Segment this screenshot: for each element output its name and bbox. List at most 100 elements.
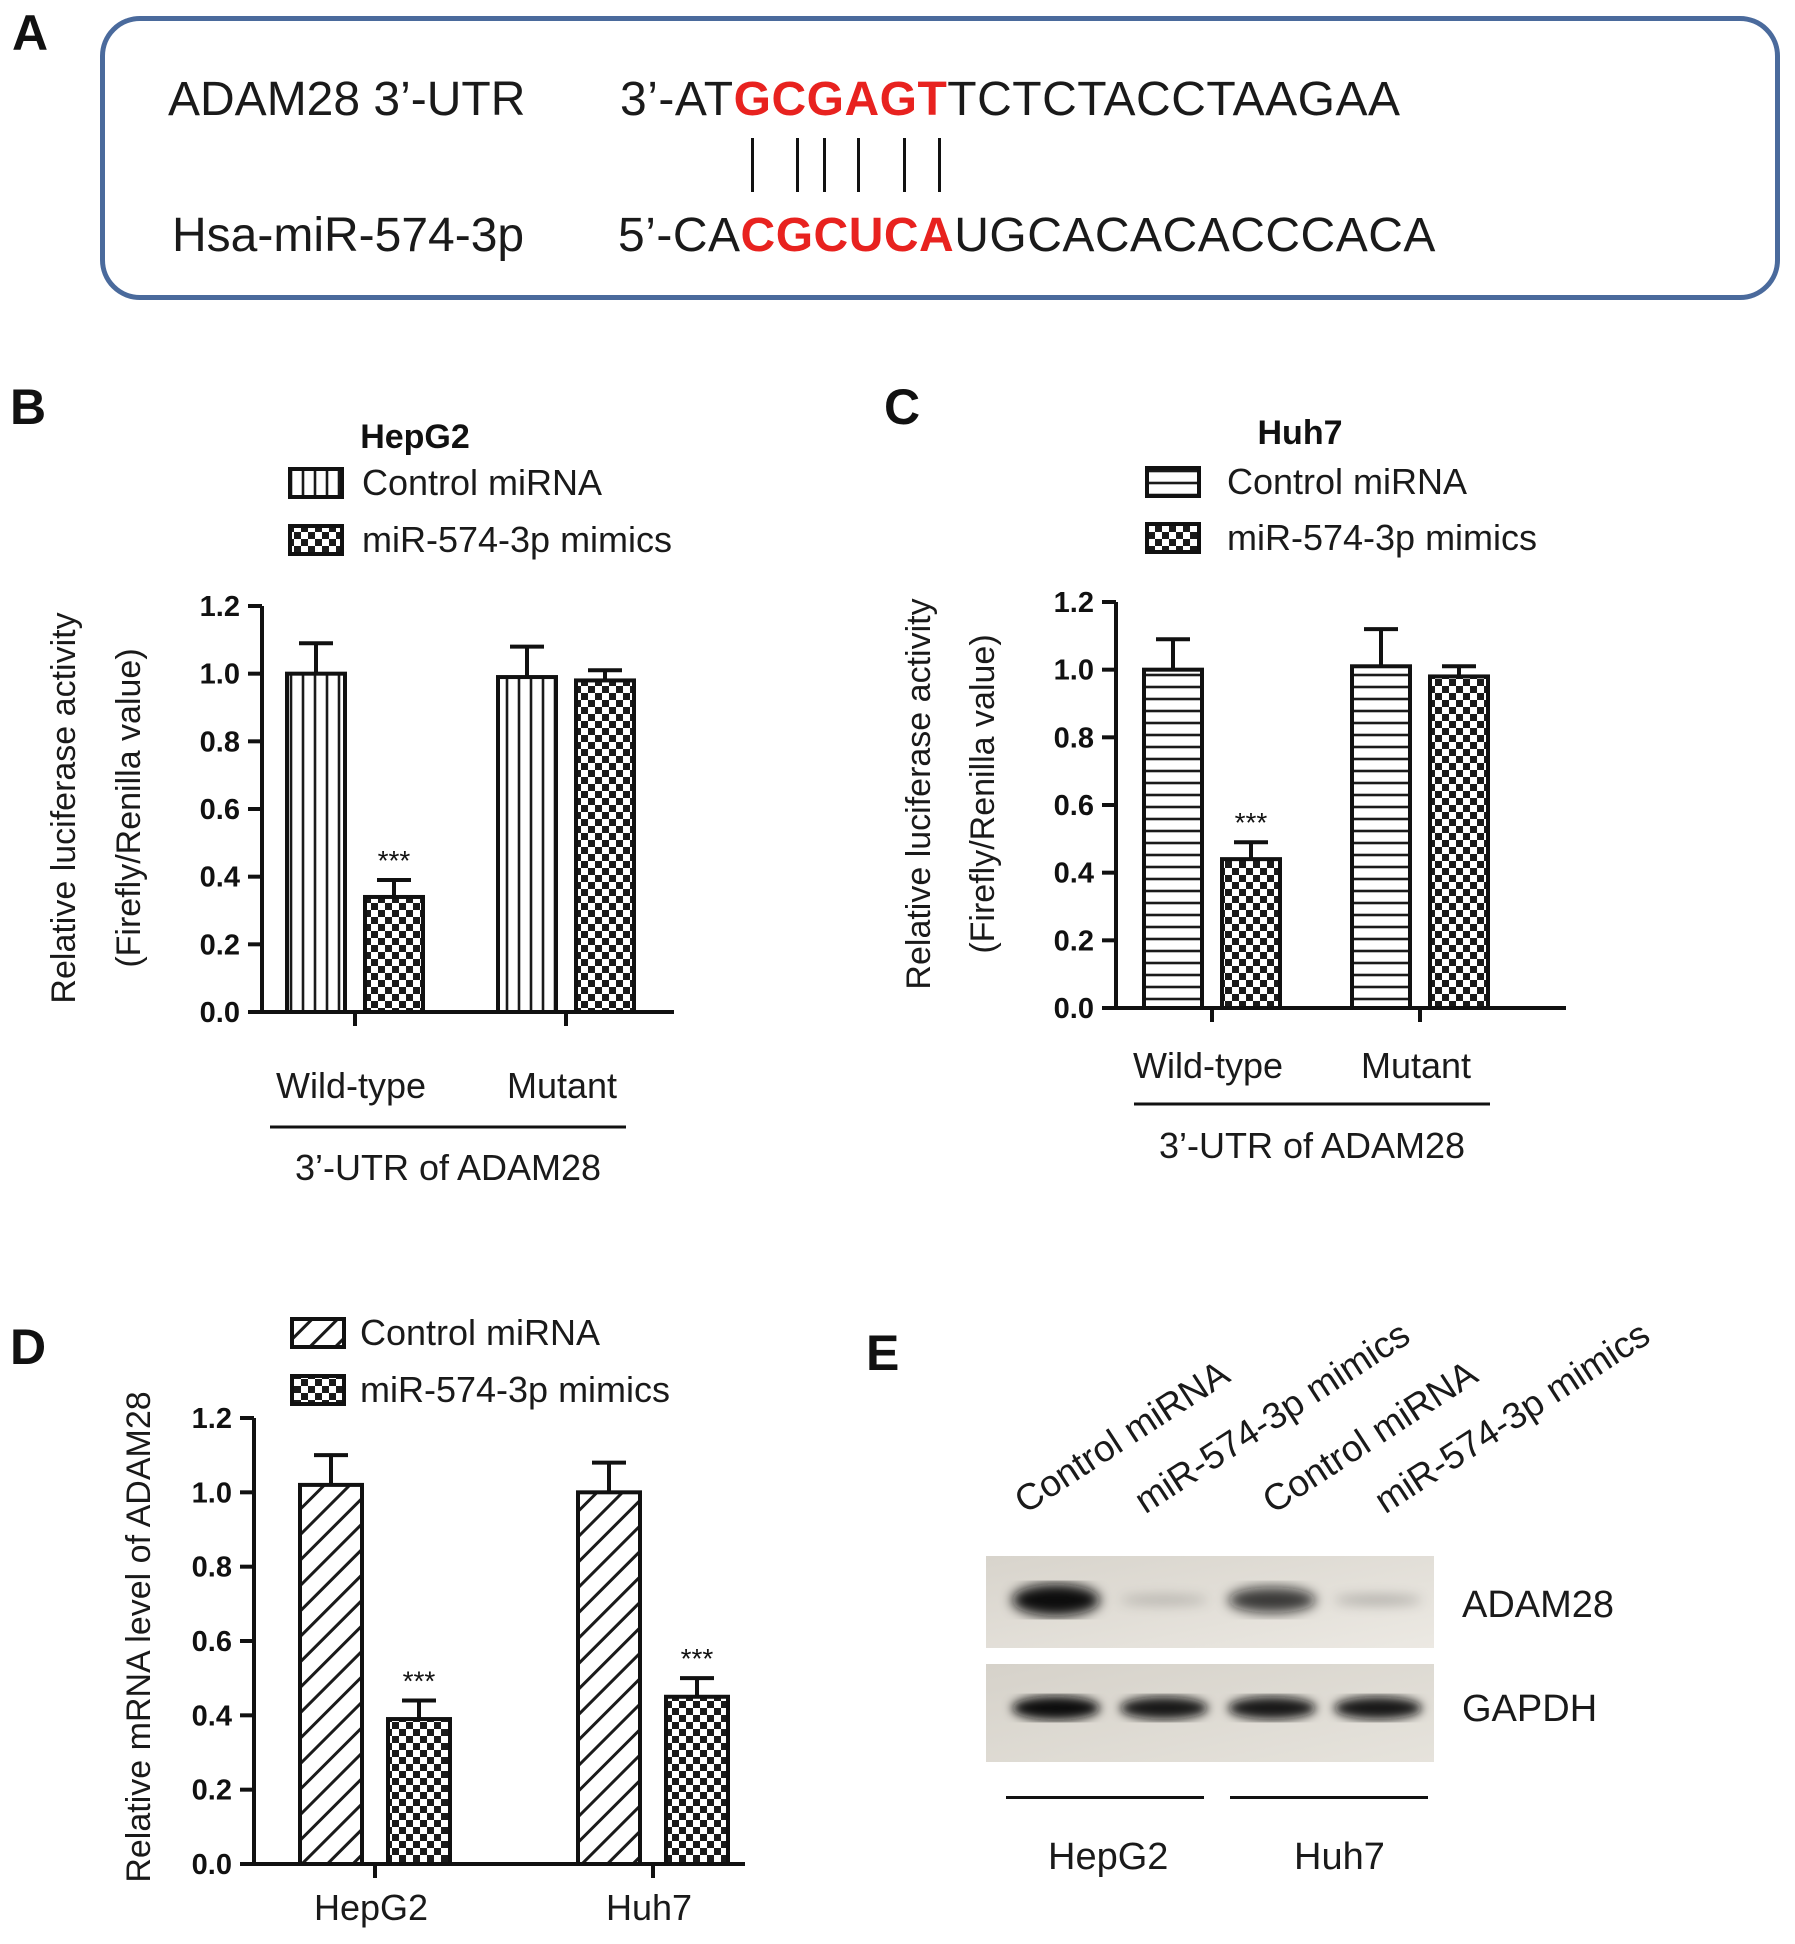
y-tick-label: 0.8: [200, 726, 240, 758]
mirna-label: Hsa-miR-574-3p: [172, 209, 525, 262]
y-axis-label: Relative luciferase activity: [900, 598, 938, 989]
bar: [1220, 857, 1282, 1011]
x-category-label: Wild-type: [1133, 1045, 1283, 1086]
y-tick-label: 0.8: [192, 1552, 232, 1584]
base-pair-line: [751, 138, 754, 192]
legend-swatch: [288, 524, 344, 556]
y-tick-label: 1.0: [192, 1477, 232, 1509]
x-axis-label: 3’-UTR of ADAM28: [295, 1147, 601, 1188]
base-pair-line: [857, 138, 860, 192]
x-category-label: Mutant: [1361, 1045, 1471, 1086]
utr-sequence: 3’-ATGCGAGTTCTCTACCTAAGAA: [620, 72, 1401, 127]
significance-label: ***: [378, 845, 411, 876]
y-tick-label: 0.0: [1054, 993, 1094, 1025]
y-tick-label: 0.2: [192, 1775, 232, 1807]
blot-band: [1012, 1696, 1100, 1720]
y-tick-label: 0.2: [200, 929, 240, 961]
legend-swatch: [290, 1374, 346, 1406]
group-line-hepg2: [1006, 1796, 1204, 1799]
significance-label: ***: [403, 1665, 436, 1696]
bar: [386, 1717, 452, 1867]
legend-swatch: [290, 1317, 346, 1349]
y-tick-label: 0.4: [192, 1700, 232, 1732]
utr-prefix: 3’-AT: [620, 73, 734, 126]
bar: [298, 1482, 364, 1867]
utr-label: ADAM28 3’-UTR: [168, 73, 526, 126]
blot-band: [1120, 1595, 1208, 1605]
legend-label: Control miRNA: [1227, 461, 1467, 502]
y-tick-label: 1.2: [200, 591, 240, 623]
legend-label: Control miRNA: [362, 462, 602, 503]
bar: [664, 1694, 730, 1866]
y-tick-label: 0.6: [1054, 790, 1094, 822]
y-tick-label: 0.8: [1054, 722, 1094, 754]
base-pair-line: [938, 138, 941, 192]
x-category-label: HepG2: [314, 1887, 428, 1928]
blot-band: [1334, 1696, 1422, 1720]
blot-adam28: [986, 1556, 1434, 1648]
chart-c: Huh7 Control miRNA miR-574-3p mimics 0.0 0.2…: [900, 414, 1566, 1166]
sequence-alignment-box: [100, 16, 1780, 300]
bar: [1350, 664, 1412, 1010]
y-tick-label: 0.4: [1054, 858, 1094, 890]
y-tick-label: 0.6: [200, 794, 240, 826]
significance-label: ***: [681, 1643, 714, 1674]
blot-band: [1334, 1595, 1422, 1605]
y-tick-label: 0.4: [200, 862, 240, 894]
panel-letter-a: A: [12, 5, 49, 61]
legend-swatch: [1145, 522, 1201, 554]
x-category-label: Wild-type: [276, 1065, 426, 1106]
chart-d: Control miRNA miR-574-3p mimics 0.0 0.2 0.4 0…: [120, 1312, 745, 1928]
legend-label: Control miRNA: [360, 1312, 600, 1353]
bar: [1428, 674, 1490, 1011]
panel-letter-b: B: [10, 379, 47, 435]
chart-b: HepG2 Control miRNA miR-574-3p mimics 0.0 0.…: [45, 418, 674, 1188]
utr-suffix: TCTCTACCTAAGAA: [947, 73, 1401, 126]
legend-swatch: [1145, 466, 1201, 498]
group-label-huh7: Huh7: [1294, 1836, 1385, 1878]
y-axis-label: Relative mRNA level of ADAM28: [120, 1391, 158, 1882]
x-category-label: Mutant: [507, 1065, 617, 1106]
y-tick-label: 0.2: [1054, 925, 1094, 957]
blot-band: [1228, 1696, 1316, 1720]
base-pair-line: [796, 138, 799, 192]
utr-seed: GCGAGT: [733, 73, 948, 126]
band-label-adam28: ADAM28: [1462, 1584, 1615, 1626]
blot-adam28-image: [986, 1556, 1434, 1648]
y-tick-label: 0.0: [192, 1849, 232, 1881]
y-tick-label: 1.0: [1054, 655, 1094, 687]
blot-gapdh: [986, 1664, 1434, 1762]
mirna-prefix: 5’-CA: [618, 209, 741, 262]
y-axis-label: (Firefly/Renilla value): [110, 648, 148, 967]
y-tick-label: 0.0: [200, 997, 240, 1029]
significance-label: ***: [1235, 807, 1268, 838]
blot-band: [1120, 1696, 1208, 1720]
bar: [574, 678, 636, 1015]
y-tick-label: 0.6: [192, 1626, 232, 1658]
mirna-seed: CGCUCA: [740, 209, 955, 262]
mirna-suffix: UGCACACACCCACA: [954, 209, 1436, 262]
bar: [496, 675, 558, 1014]
panel-letter-e: E: [866, 1325, 900, 1381]
legend-label: miR-574-3p mimics: [360, 1369, 670, 1410]
base-pair-line: [903, 138, 906, 192]
bar: [285, 671, 347, 1015]
blot-band: [1012, 1584, 1100, 1616]
band-label-gapdh: GAPDH: [1462, 1688, 1598, 1730]
y-tick-label: 1.2: [192, 1403, 232, 1435]
y-tick-label: 1.2: [1054, 587, 1094, 619]
blot-gapdh-image: [986, 1664, 1434, 1762]
x-axis-label: 3’-UTR of ADAM28: [1159, 1125, 1465, 1166]
y-tick-label: 1.0: [200, 659, 240, 691]
panel-letter-d: D: [10, 1319, 47, 1375]
bar: [576, 1490, 642, 1867]
y-axis-label: (Firefly/Renilla value): [964, 634, 1002, 953]
bar: [1142, 667, 1204, 1011]
bar: [363, 894, 425, 1015]
legend-swatch: [288, 467, 344, 499]
group-label-hepg2: HepG2: [1048, 1836, 1169, 1878]
panel-letter-c: C: [884, 379, 921, 435]
legend-label: miR-574-3p mimics: [1227, 517, 1537, 558]
x-category-label: Huh7: [606, 1887, 692, 1928]
